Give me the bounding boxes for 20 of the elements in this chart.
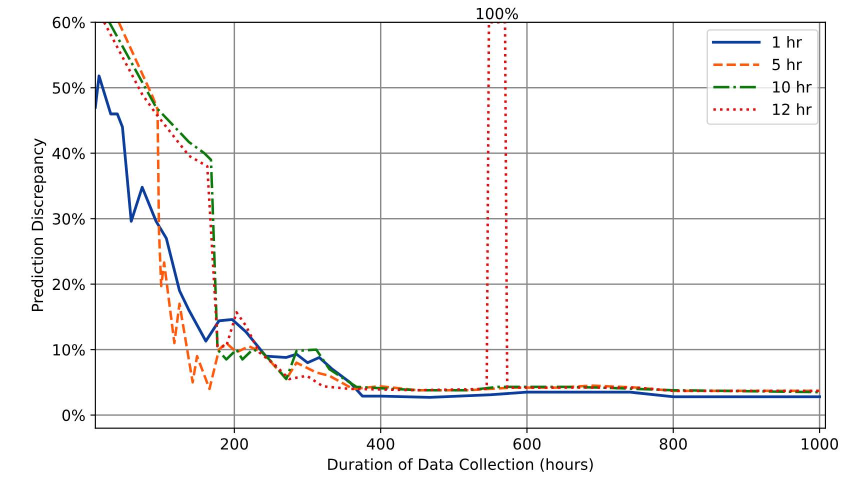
x-tick-label: 600: [513, 438, 541, 450]
line-series: [95, 74, 821, 399]
x-tick-label: 1000: [802, 438, 838, 450]
y-tick-label: 60%: [52, 16, 85, 28]
x-axis-title: Duration of Data Collection (hours): [328, 458, 593, 472]
y-tick-label: 30%: [52, 213, 85, 225]
x-tick-label: 200: [220, 438, 248, 450]
y-tick-label: 50%: [52, 82, 85, 94]
x-tick-label: 800: [660, 438, 687, 450]
y-tick-label: 10%: [53, 344, 85, 356]
x-tick-label: 400: [366, 438, 394, 450]
legend-label: 1 hr: [773, 36, 802, 48]
legend-label: 5 hr: [772, 58, 802, 70]
annotation: 100%: [476, 8, 518, 20]
y-tick-label: 0%: [62, 410, 85, 422]
legend-label: 12 hr: [773, 103, 812, 115]
legend-label: 10 hr: [773, 80, 812, 93]
y-axis-title: Prediction Discrepancy: [31, 138, 46, 312]
y-tick-label: 20%: [52, 278, 85, 290]
y-tick-label: 40%: [52, 148, 85, 160]
